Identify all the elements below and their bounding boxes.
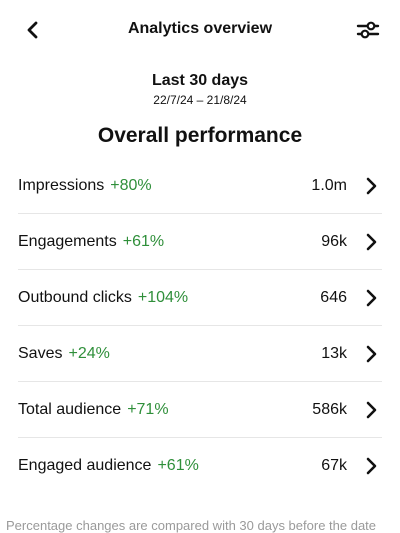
divider [18,381,382,382]
chevron-icon [366,457,377,475]
metric-name: Total audience [18,401,122,418]
metric-change: +24% [68,345,110,362]
metric-value: 1.0m [311,177,347,194]
metric-change: +61% [122,233,165,250]
filter-button[interactable] [356,18,380,42]
metric-value: 67k [321,457,347,474]
metric-value: 646 [320,289,347,306]
metric-label: Engaged audience +61% [18,457,199,475]
metric-label: Outbound clicks +104% [18,289,188,307]
metric-change: +61% [157,457,199,474]
chevron-icon [366,289,377,307]
chevron-icon [366,401,377,419]
divider [18,213,382,214]
section-title: Overall performance [97,124,303,147]
page-title: Analytics overview [127,20,273,37]
metric-row[interactable]: Impressions +80% 1.0m [0,158,400,214]
chevron-icon [366,345,377,363]
metric-row[interactable]: Saves +24% 13k [0,326,400,382]
metric-row[interactable]: Outbound clicks +104% 646 [0,270,400,326]
metric-change: +104% [137,289,189,306]
back-button[interactable] [22,18,44,42]
metric-change: +80% [110,177,152,194]
metric-label: Engagements +61% [18,233,164,251]
divider [18,437,382,438]
metric-row[interactable]: Engaged audience +61% 67k [0,438,400,494]
metric-name: Saves [18,345,63,362]
metric-row[interactable]: Engagements +61% 96k [0,214,400,270]
metric-name: Engaged audience [18,457,152,474]
metric-value: 586k [312,401,347,418]
metric-name: Engagements [18,233,117,250]
metric-label: Total audience +71% [18,401,169,419]
chevron-icon [366,177,377,195]
metric-label: Impressions +80% [18,177,152,195]
metric-name: Outbound clicks [18,289,132,306]
period-label: Last 30 days [151,72,249,89]
metric-row[interactable]: Total audience +71% 586k [0,382,400,438]
divider [18,269,382,270]
metric-name: Impressions [18,177,105,194]
metric-label: Saves +24% [18,345,110,363]
metric-change: +71% [127,401,169,418]
metric-value: 96k [321,233,347,250]
chevron-icon [366,233,377,251]
divider [18,325,382,326]
footer-note: Percentage changes are compared with 30 … [6,518,377,533]
period-dates: 22/7/24 – 21/8/24 [153,93,247,107]
metric-value: 13k [321,345,347,362]
